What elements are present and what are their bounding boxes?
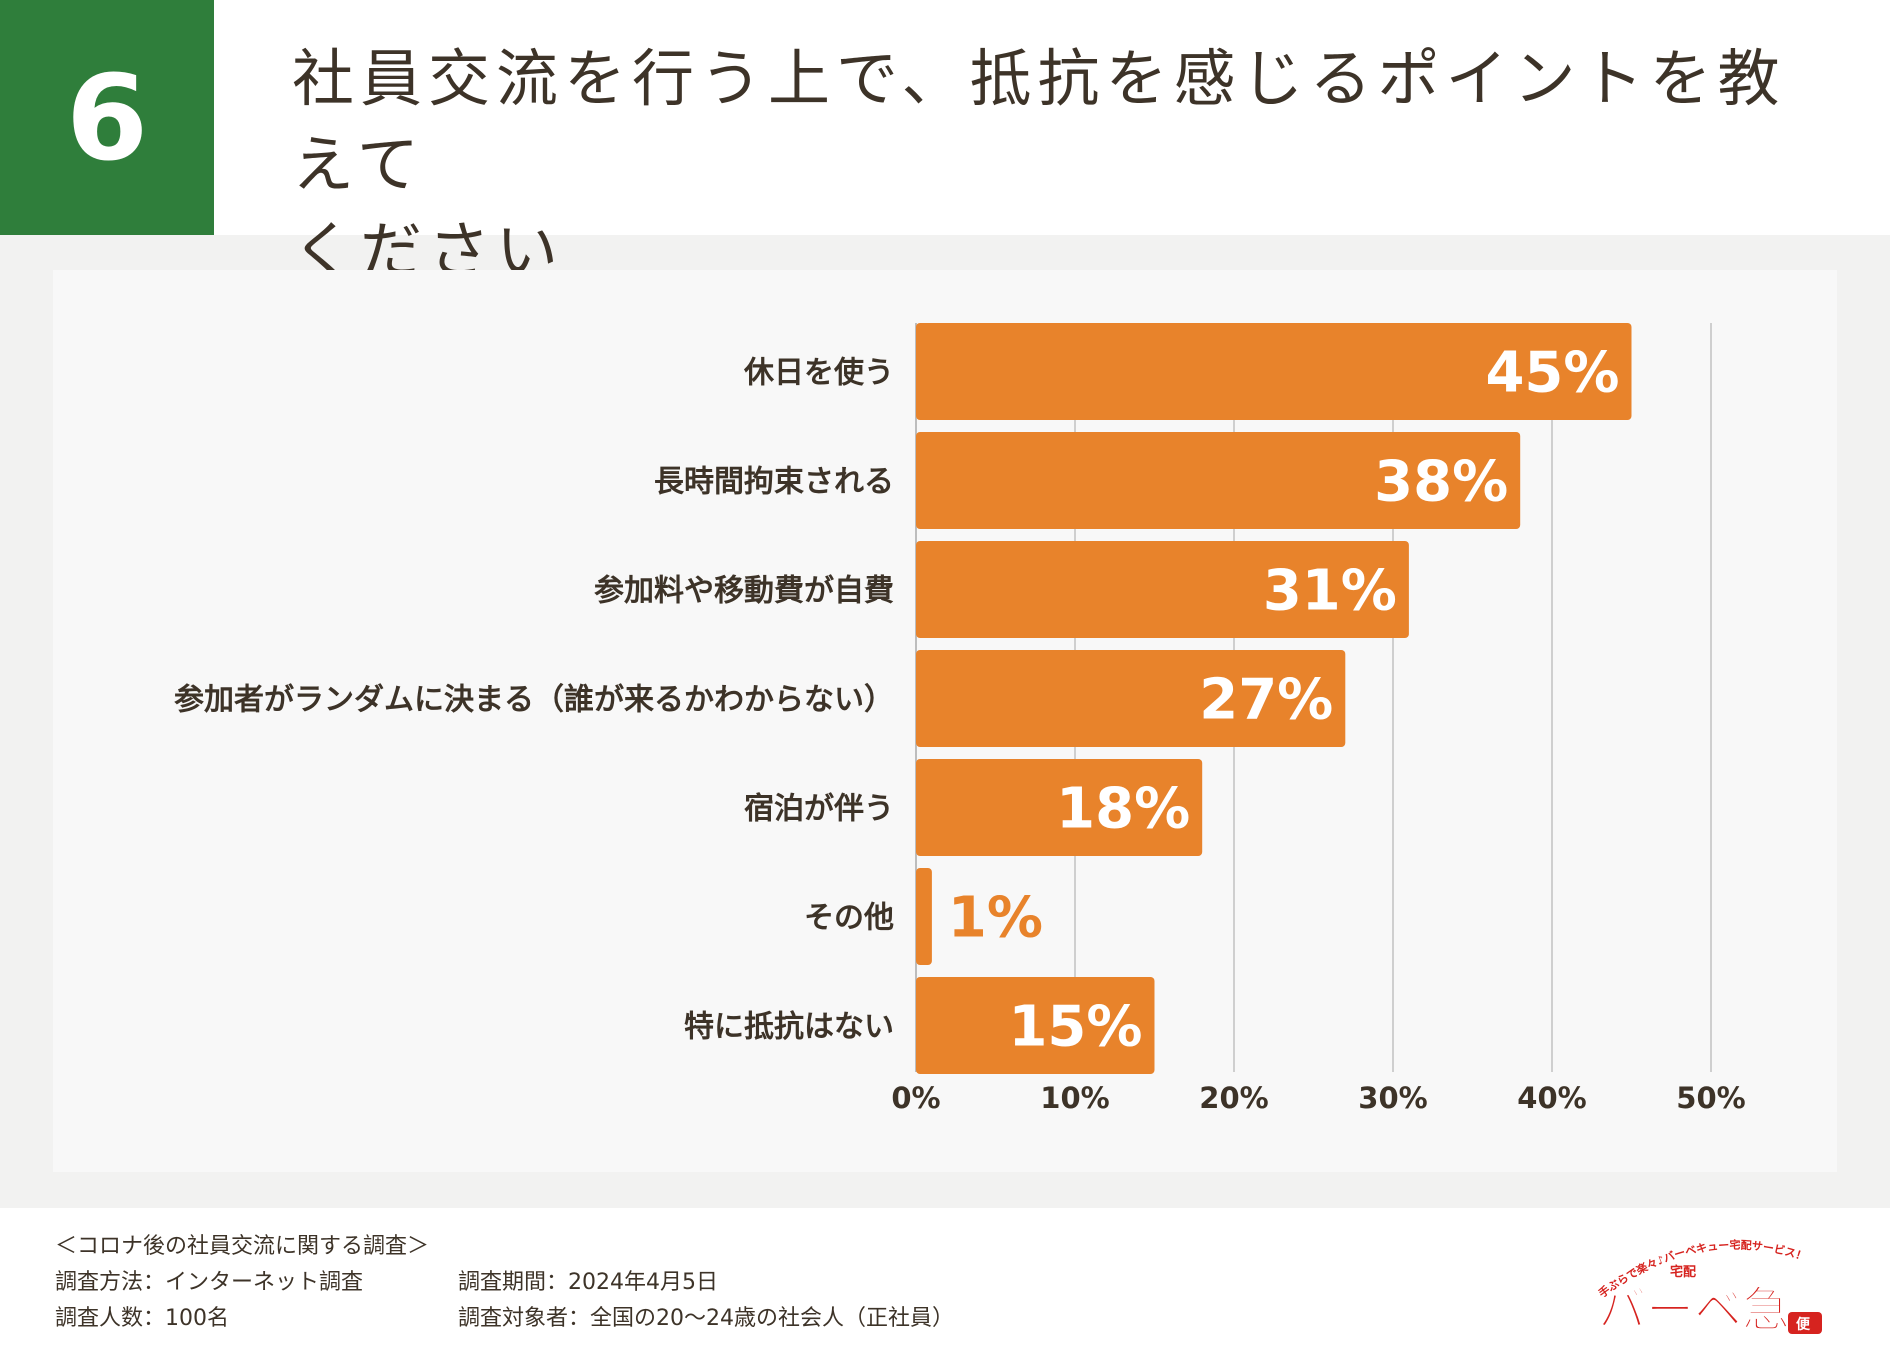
value-label: 15%	[1008, 995, 1142, 1060]
survey-title: ＜コロナ後の社員交流に関する調査＞	[55, 1234, 430, 1259]
value-label: 45%	[1485, 341, 1619, 406]
value-label: 18%	[1056, 777, 1190, 842]
logo-small-text: 宅配	[1670, 1264, 1696, 1280]
value-label: 1%	[948, 886, 1043, 951]
survey-method: 調査方法：インターネット調査	[55, 1270, 364, 1295]
chart-panel: 休日を使う 45% 長時間拘束される 38% 参加料や移動費が自費 31% 参加者がランダム…	[53, 270, 1837, 1172]
logo-name: バーベ急	[1598, 1282, 1790, 1338]
header: 6 社員交流を行う上で、抵抗を感じるポイントを教えて ください	[0, 0, 1890, 287]
logo-suffix-box	[1788, 1312, 1822, 1334]
x-tick-label: 30%	[1358, 1081, 1427, 1115]
bar	[916, 650, 1346, 747]
brand-logo: 手ぶらで楽々♪バーベキュー宅配サービス！ 宅配 バーベ急 便	[1596, 1238, 1822, 1339]
category-label: その他	[804, 901, 894, 936]
category-label: 特に抵抗はない	[684, 1010, 894, 1045]
x-tick-label: 0%	[891, 1081, 940, 1115]
category-label: 宿泊が伴う	[744, 792, 894, 827]
footer: ＜コロナ後の社員交流に関する調査＞ 調査方法：インターネット調査 調査期間：20…	[0, 1208, 1890, 1350]
value-label: 27%	[1199, 668, 1333, 733]
x-tick-label: 40%	[1517, 1081, 1586, 1115]
question-title: 社員交流を行う上で、抵抗を感じるポイントを教えて ください	[292, 36, 1832, 294]
bar-chart: 休日を使う 45% 長時間拘束される 38% 参加料や移動費が自費 31% 参加者がランダム…	[174, 323, 1746, 1115]
category-label: 長時間拘束される	[654, 465, 894, 500]
survey-count: 調査人数：100名	[55, 1306, 229, 1331]
logo-suffix: 便	[1796, 1316, 1811, 1333]
bar	[916, 432, 1521, 529]
value-label: 31%	[1263, 559, 1397, 624]
category-label: 参加料や移動費が自費	[594, 574, 894, 609]
category-label: 休日を使う	[743, 356, 894, 391]
bar	[916, 541, 1409, 638]
value-label: 38%	[1374, 450, 1508, 515]
x-tick-label: 50%	[1676, 1081, 1745, 1115]
question-number-badge: 6	[0, 0, 214, 235]
survey-target: 調査対象者：全国の20〜24歳の社会人（正社員）	[458, 1306, 954, 1331]
bar	[916, 977, 1155, 1074]
bar	[916, 759, 1203, 856]
category-label: 参加者がランダムに決まる（誰が来るかわからない）	[174, 683, 894, 718]
survey-period: 調査期間：2024年4月5日	[458, 1270, 718, 1295]
x-tick-label: 10%	[1040, 1081, 1109, 1115]
bar	[916, 323, 1632, 420]
x-tick-label: 20%	[1199, 1081, 1268, 1115]
title-line-1: 社員交流を行う上で、抵抗を感じるポイントを教えて	[292, 42, 1786, 201]
bar	[916, 868, 932, 965]
